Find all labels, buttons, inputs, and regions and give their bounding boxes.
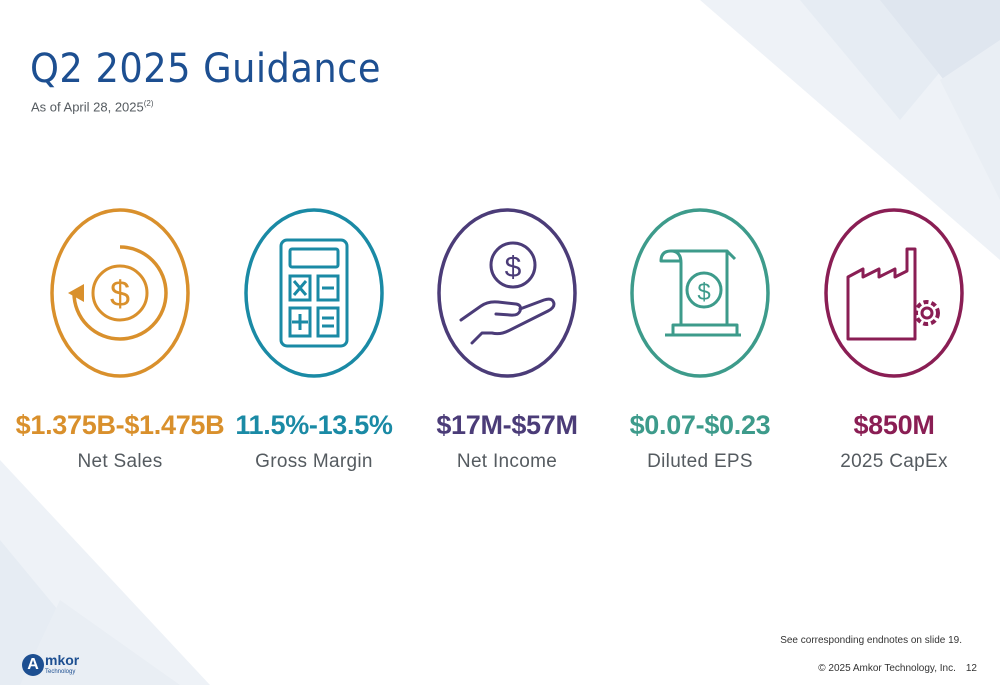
svg-text:$: $ — [697, 279, 710, 306]
metric-net-income: $ $17M-$57M Net Income — [407, 207, 607, 473]
metric-gross-margin: 11.5%-13.5% Gross Margin — [214, 207, 414, 473]
metric-capex: $850M 2025 CapEx — [794, 207, 994, 473]
metric-value: 11.5%-13.5% — [235, 410, 393, 440]
page-subtitle: As of April 28, 2025(2) — [31, 99, 154, 114]
page-title: Q2 2025 Guidance — [30, 46, 381, 92]
endnote-text: See corresponding endnotes on slide 19. — [780, 635, 962, 646]
svg-text:$: $ — [505, 251, 522, 284]
logo-mark: A — [22, 654, 44, 676]
calculator-icon — [244, 208, 384, 378]
metric-diluted-eps: $ $0.07-$0.23 Diluted EPS — [600, 207, 800, 473]
metric-value: $17M-$57M — [436, 410, 578, 440]
metric-value: $1.375B-$1.475B — [15, 410, 225, 440]
metric-label: Gross Margin — [255, 451, 373, 472]
metric-label: Net Income — [456, 451, 558, 472]
svg-text:$: $ — [110, 273, 130, 314]
logo-brand: mkor — [45, 652, 80, 668]
factory-gear-icon — [824, 208, 964, 378]
logo-subtext: Technology — [45, 669, 76, 675]
receipt-dollar-icon: $ — [630, 208, 770, 378]
metric-label: Diluted EPS — [647, 451, 753, 472]
hand-coin-icon: $ — [437, 208, 577, 378]
endnote-reference: (2) — [143, 99, 154, 108]
as-of-date: As of April 28, 2025 — [31, 99, 144, 115]
metric-label: 2025 CapEx — [840, 451, 948, 472]
footer: © 2025 Amkor Technology, Inc. 12 — [818, 663, 977, 674]
metric-value: $0.07-$0.23 — [629, 410, 771, 440]
metric-net-sales: $ $1.375B-$1.475B Net Sales — [16, 207, 225, 473]
metric-value: $850M — [853, 410, 935, 440]
metric-label: Net Sales — [77, 451, 163, 472]
slide-number: 12 — [965, 663, 977, 674]
copyright-text: © 2025 Amkor Technology, Inc. — [818, 663, 956, 674]
company-logo: A mkor Technology — [22, 653, 79, 677]
dollar-cycle-icon: $ — [50, 208, 190, 378]
